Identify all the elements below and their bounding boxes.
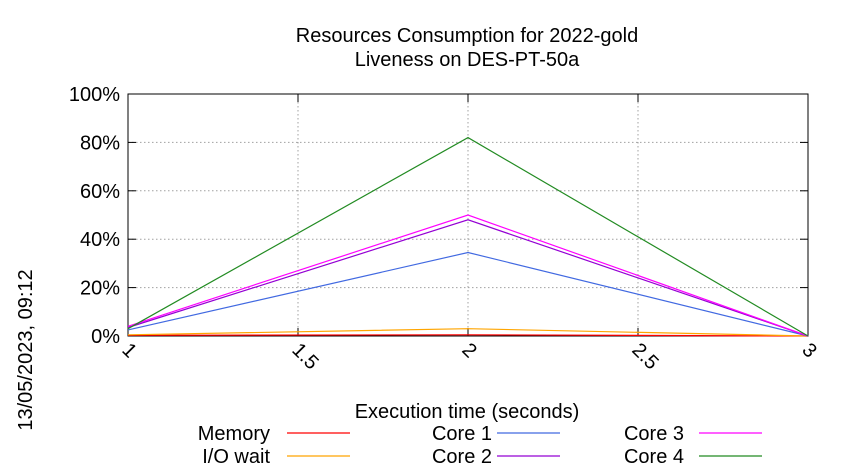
series-line-core-4 [127,136,809,337]
x-tick-label: 1 [117,339,140,362]
timestamp-side-label: 13/05/2023, 09:12 [15,269,37,430]
y-tick-label: 60% [80,181,120,203]
series-lines [127,136,809,337]
series-line-memory [127,334,809,337]
y-tick-label: 80% [80,132,120,154]
x-axis-label: Execution time (seconds) [355,401,580,423]
y-tick-label: 20% [80,278,120,300]
chart-title-line-2: Liveness on DES-PT-50a [355,49,580,71]
chart-title-line-1: Resources Consumption for 2022-gold [296,25,638,47]
series-line-core-1 [127,251,809,337]
legend-label: Core 4 [624,446,684,468]
series-line-i-o-wait [127,328,809,337]
series-line-core-3 [127,214,809,337]
legend-label: Core 1 [432,423,492,445]
grid-lines [128,94,808,336]
legend-label: Memory [198,423,270,445]
axis-ticks: 0% 20% 40% 60% 80% 100% 1 1.5 2 2.5 3 [69,84,821,374]
y-tick-label: 100% [69,84,120,106]
legend-label: Core 3 [624,423,684,445]
x-tick-label: 1.5 [287,339,322,374]
legend-label: Core 2 [432,446,492,468]
series-line-core-2 [127,219,809,337]
x-tick-label: 2 [457,339,480,362]
x-tick-label: 3 [797,339,820,362]
y-tick-label: 40% [80,229,120,251]
y-tick-label: 0% [91,326,120,348]
x-tick-label: 2.5 [627,339,662,374]
legend-label: I/O wait [202,446,270,468]
